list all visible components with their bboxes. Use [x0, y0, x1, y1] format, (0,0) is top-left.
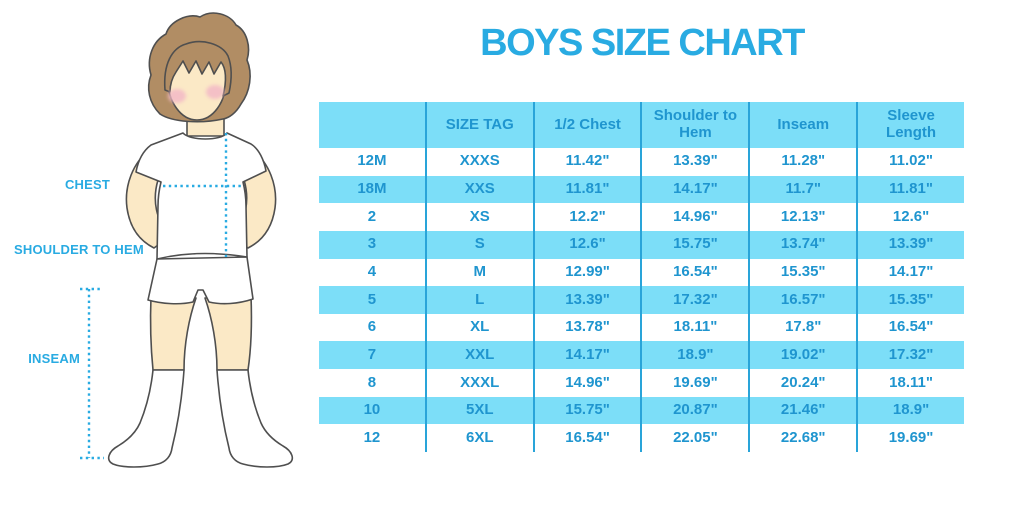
table-cell: 17.32" [856, 341, 964, 370]
table-cell: 17.8" [748, 313, 856, 342]
table-cell: 13.39" [640, 148, 748, 176]
table-row: 12M XXXS 11.42" 13.39" 11.28" 11.02" [319, 148, 964, 176]
table-cell: 6XL [424, 424, 533, 453]
boy-blush-left [168, 89, 186, 103]
table-cell: 15.75" [640, 230, 748, 259]
page-title: BOYS SIZE CHART [480, 22, 805, 64]
table-cell: XXXL [424, 369, 533, 397]
shoulder-to-hem-label: SHOULDER TO HEM [14, 242, 144, 257]
boy-bangs [163, 40, 232, 97]
table-cell: 13.74" [748, 230, 856, 259]
table-cell: 18M [357, 180, 387, 198]
table-cell: 16.54" [640, 258, 748, 287]
table-cell: M [424, 258, 533, 287]
table-cell: 19.02" [748, 341, 856, 370]
table-row: 3 S 12.6" 15.75" 13.74" 13.39" [319, 230, 964, 259]
boy-left-leg [149, 295, 197, 371]
table-cell: 12M [357, 152, 387, 170]
column-header: 1/2 Chest [532, 102, 641, 148]
table-row: 8 XXXL 14.96" 19.69" 20.24" 18.11" [319, 369, 964, 397]
column-header: Shoulder to Hem [640, 102, 748, 148]
column-header: Inseam [748, 102, 856, 148]
table-cell: 4 [367, 262, 377, 280]
table-cell: 14.17" [532, 341, 641, 370]
table-cell: 14.17" [640, 175, 748, 204]
table-row: 7 XXL 14.17" 18.9" 19.02" 17.32" [319, 341, 964, 370]
table-cell: 18.9" [640, 341, 748, 370]
table-cell: 20.24" [748, 369, 856, 397]
table-cell: 14.17" [856, 258, 964, 287]
boy-illustration [80, 12, 294, 468]
table-cell: 14.96" [532, 369, 641, 397]
table-row: 10 5XL 15.75" 20.87" 21.46" 18.9" [319, 396, 964, 425]
table-cell: XXXS [424, 148, 533, 176]
table-cell: 22.68" [748, 424, 856, 453]
boy-right-leg [204, 295, 253, 371]
table-row: 18M XXS 11.81" 14.17" 11.7" 11.81" [319, 175, 964, 204]
boy-shorts [147, 256, 254, 305]
table-cell: 11.02" [856, 148, 964, 176]
table-cell: 16.54" [856, 313, 964, 342]
table-row: 2 XS 12.2" 14.96" 12.13" 12.6" [319, 203, 964, 231]
table-row: 4 M 12.99" 16.54" 15.35" 14.17" [319, 258, 964, 287]
table-cell: 7 [367, 345, 377, 363]
table-cell: 15.35" [748, 258, 856, 287]
boy-blush-right [206, 85, 224, 99]
table-cell: 18.11" [856, 369, 964, 397]
table-cell: 16.57" [748, 286, 856, 314]
table-cell: 3 [367, 235, 377, 253]
table-cell: 22.05" [640, 424, 748, 453]
inseam-label: INSEAM [28, 351, 80, 366]
table-header-row: SIZE TAG 1/2 Chest Shoulder to Hem Inseam Sl… [319, 102, 964, 148]
table-cell: 18.11" [640, 313, 748, 342]
table-cell: 10 [363, 401, 381, 419]
table-cell: 17.32" [640, 286, 748, 314]
table-cell: 12.6" [856, 203, 964, 231]
table-row: 6 XL 13.78" 18.11" 17.8" 16.54" [319, 313, 964, 342]
table-cell: XS [424, 203, 533, 231]
chest-label: CHEST [64, 177, 110, 192]
table-cell: 11.28" [748, 148, 856, 176]
table-cell: 11.7" [748, 175, 856, 204]
table-cell: 20.87" [640, 396, 748, 425]
table-cell: 16.54" [532, 424, 641, 453]
table-cell: 21.46" [748, 396, 856, 425]
table-row: 5 L 13.39" 17.32" 16.57" 15.35" [319, 286, 964, 314]
boy-right-sock [216, 369, 294, 468]
table-cell: 2 [367, 207, 377, 225]
table-cell: 13.39" [532, 286, 641, 314]
table-cell: 11.81" [532, 175, 641, 204]
table-cell: 8 [367, 373, 377, 391]
table-cell: 12 [363, 428, 381, 446]
table-cell: 5 [367, 290, 377, 308]
table-cell: 19.69" [640, 369, 748, 397]
table-cell: 11.81" [856, 175, 964, 204]
table-cell: 15.75" [532, 396, 641, 425]
table-cell: 6 [367, 318, 377, 336]
table-cell: 11.42" [532, 148, 641, 176]
table-cell: 13.39" [856, 230, 964, 259]
table-cell: S [424, 230, 533, 259]
table-cell: 12.2" [532, 203, 641, 231]
column-header: SIZE TAG [424, 102, 533, 148]
table-cell: 14.96" [640, 203, 748, 231]
column-header [319, 102, 425, 148]
table-cell: 19.69" [856, 424, 964, 453]
table-cell: XXL [424, 341, 533, 370]
table-cell: XL [424, 313, 533, 342]
table-cell: 12.13" [748, 203, 856, 231]
table-cell: 12.99" [532, 258, 641, 287]
size-table: SIZE TAG 1/2 Chest Shoulder to Hem Inseam Sl… [319, 102, 964, 453]
table-cell: 5XL [424, 396, 533, 425]
table-cell: 15.35" [856, 286, 964, 314]
table-row: 12 6XL 16.54" 22.05" 22.68" 19.69" [319, 424, 964, 453]
boy-left-sock [107, 369, 185, 468]
column-header: Sleeve Length [856, 102, 964, 148]
table-cell: 13.78" [532, 313, 641, 342]
table-cell: XXS [424, 175, 533, 204]
table-cell: 12.6" [532, 230, 641, 259]
table-cell: L [424, 286, 533, 314]
table-cell: 18.9" [856, 396, 964, 425]
